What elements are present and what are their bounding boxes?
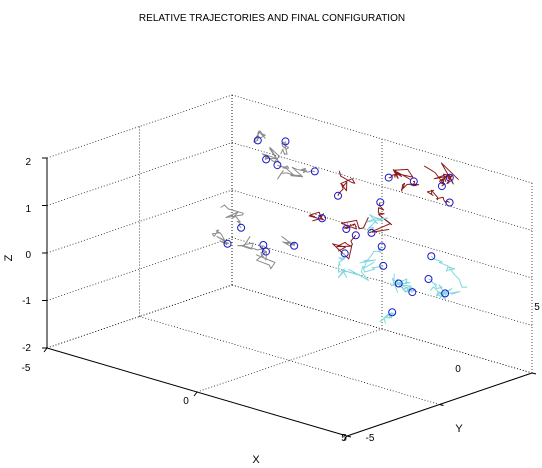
final-position-marker — [334, 191, 342, 200]
z-tick-label-0: 0 — [25, 250, 31, 261]
x-tick-label-mid: 0 — [183, 396, 189, 407]
trajectory-line-gray — [290, 166, 315, 178]
final-position-marker — [259, 241, 268, 249]
final-position-marker — [441, 289, 450, 298]
x-tick-mark — [43, 347, 48, 353]
x-tick-label-max: 5 — [341, 433, 347, 444]
final-position-marker — [408, 288, 417, 297]
final-position-marker — [273, 161, 282, 170]
z-tick-label-1: 1 — [25, 204, 31, 215]
trajectory-line-cyan — [430, 286, 448, 300]
final-position-marker — [445, 198, 454, 207]
trajectory-line-gray — [261, 146, 280, 164]
trajectory-line-gray — [277, 164, 295, 180]
final-position-marker — [340, 249, 349, 258]
trajectory-line-brown — [308, 211, 325, 222]
final-position-marker — [237, 223, 246, 232]
y-tick-label-mid: 0 — [455, 364, 461, 375]
y-axis-label: Y — [455, 423, 463, 435]
final-position-marker — [223, 239, 232, 248]
trajectory-line-brown — [423, 165, 451, 185]
final-position-marker — [262, 155, 271, 164]
grid-line-z — [231, 142, 533, 231]
grid-line-floor — [139, 316, 440, 405]
final-position-marker — [379, 261, 388, 270]
final-position-marker — [253, 136, 262, 145]
final-position-marker — [367, 228, 376, 237]
final-position-marker — [394, 279, 403, 288]
final-position-markers — [223, 136, 454, 317]
final-position-marker — [290, 241, 299, 250]
trajectory-lines — [211, 130, 468, 324]
final-position-marker — [427, 252, 436, 261]
grid-line-floor — [196, 328, 383, 393]
final-position-marker — [376, 198, 385, 207]
final-position-marker — [424, 275, 433, 283]
final-position-marker — [384, 173, 393, 182]
y-tick-mark — [439, 404, 444, 406]
z-axis-label: Z — [3, 254, 15, 261]
trajectory-line-cyan — [430, 255, 468, 288]
final-position-marker — [262, 247, 270, 256]
trajectory-line-cyan — [379, 312, 396, 324]
z-tick-label-2: 2 — [25, 157, 31, 168]
final-position-marker — [437, 182, 446, 191]
x-tick-mark — [193, 391, 198, 397]
trajectory-line-cyan — [428, 278, 461, 298]
trajectory-line-cyan — [359, 246, 383, 269]
grid-line-z — [46, 237, 233, 301]
z-tick-label-neg1: -1 — [22, 296, 31, 307]
trajectory-line-cyan — [337, 252, 349, 278]
grid-line-floor — [231, 284, 533, 374]
axes-box — [42, 157, 537, 441]
x-tick-label-min: -5 — [22, 363, 31, 374]
final-position-marker — [351, 231, 360, 240]
trajectory-line-gray — [253, 130, 266, 143]
grid-lines — [46, 94, 533, 437]
grid-line-z — [46, 189, 233, 254]
chart-title: RELATIVE TRAJECTORIES AND FINAL CONFIGUR… — [139, 13, 405, 24]
trajectory-line-brown — [369, 202, 393, 234]
y-tick-mark — [346, 435, 352, 438]
grid-line-z — [46, 142, 233, 206]
final-position-marker — [388, 308, 397, 317]
trajectory-line-brown — [340, 217, 369, 230]
z-tick-label-neg2: -2 — [22, 343, 31, 354]
y-tick-mark — [531, 372, 537, 375]
trajectory-line-gray — [211, 229, 230, 246]
trajectory-line-gray — [237, 236, 267, 253]
x-tick-mark — [343, 435, 348, 441]
final-position-marker — [445, 173, 454, 182]
grid-line-z — [231, 189, 533, 279]
grid-line-floor — [46, 284, 233, 349]
final-position-marker — [377, 242, 386, 251]
y-tick-label-min: -5 — [366, 433, 375, 444]
grid-line-z — [46, 94, 233, 159]
trajectory-line-cyan — [391, 277, 415, 293]
trajectory-line-gray — [280, 141, 290, 156]
trajectory-line-cyan — [342, 265, 384, 281]
final-position-marker — [342, 225, 351, 233]
trajectory-line-cyan — [366, 214, 389, 234]
grid-line-z — [231, 237, 533, 326]
final-position-marker — [409, 177, 418, 186]
final-position-marker — [281, 137, 290, 146]
trajectory-line-brown — [400, 180, 420, 192]
y-tick-label-max: 5 — [534, 302, 540, 313]
trajectory-line-brown — [337, 170, 356, 196]
trajectory-line-gray — [281, 235, 296, 247]
trajectory-line-brown — [426, 189, 450, 204]
final-position-marker — [310, 167, 319, 176]
x-axis-label: X — [252, 454, 260, 466]
final-position-marker — [318, 214, 327, 223]
